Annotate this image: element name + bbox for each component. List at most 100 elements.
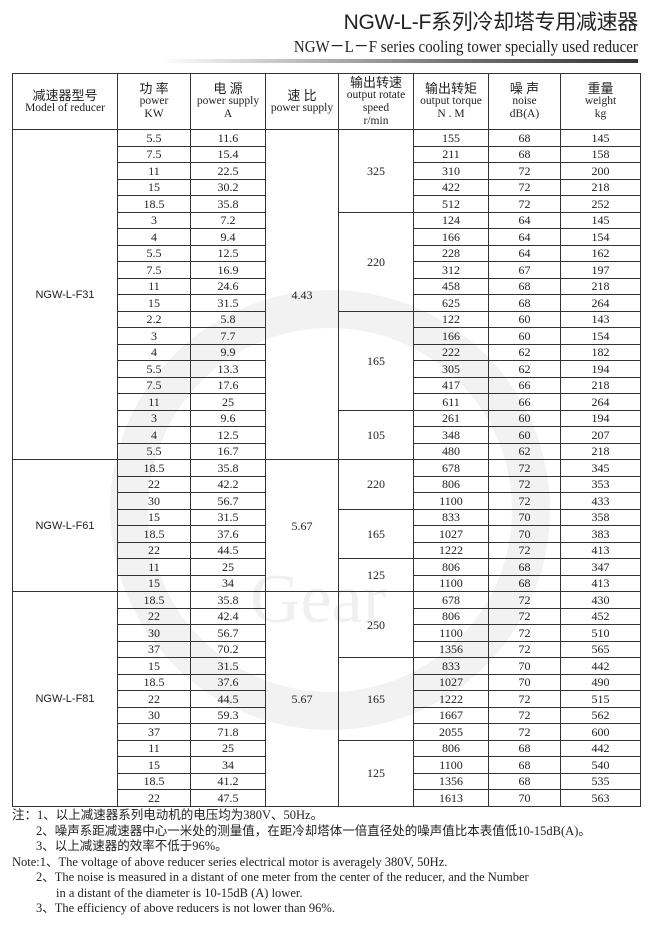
table-row: 15 31.5 165 833 70 442 xyxy=(13,657,641,741)
noise-cell: 72 xyxy=(488,162,561,180)
power-cell: 30 xyxy=(117,624,191,642)
weight-cell: 562 xyxy=(560,706,641,724)
torque-cell: 1356 xyxy=(413,772,489,790)
table-row: 2.2 5.8 165 122 60 143 xyxy=(13,310,641,411)
note-en-2-cont: in a distant of the diameter is 10-15dB … xyxy=(56,885,303,900)
speed-cell: 165 xyxy=(338,508,414,559)
current-cell: 37.6 xyxy=(190,525,266,543)
speed-cell: 220 xyxy=(338,211,414,312)
noise-cell: 70 xyxy=(488,657,561,675)
noise-cell: 72 xyxy=(488,492,561,510)
torque-cell: 512 xyxy=(413,195,489,213)
torque-cell: 1100 xyxy=(413,492,489,510)
power-cell: 22 xyxy=(117,690,191,708)
column-header: 输出转矩 output torque N . M xyxy=(413,73,489,130)
torque-cell: 211 xyxy=(413,145,489,163)
torque-cell: 806 xyxy=(413,475,489,493)
power-cell: 18.5 xyxy=(117,591,191,609)
torque-cell: 122 xyxy=(413,310,489,328)
speed-cell: 165 xyxy=(338,657,414,741)
header-en: noise xyxy=(512,95,537,107)
weight-cell: 353 xyxy=(560,475,641,493)
ratio-cell: 5.67 xyxy=(265,591,339,807)
noise-cell: 70 xyxy=(488,673,561,691)
power-cell: 4 xyxy=(117,228,191,246)
speed-cell: 105 xyxy=(338,409,414,460)
torque-cell: 1222 xyxy=(413,541,489,559)
power-cell: 15 xyxy=(117,756,191,774)
torque-cell: 1100 xyxy=(413,756,489,774)
weight-cell: 197 xyxy=(560,261,641,279)
power-cell: 18.5 xyxy=(117,772,191,790)
weight-cell: 194 xyxy=(560,409,641,427)
current-cell: 5.8 xyxy=(190,310,266,328)
noise-cell: 70 xyxy=(488,525,561,543)
current-cell: 34 xyxy=(190,756,266,774)
table-row: 22 47.5 1613 70 563 xyxy=(13,789,641,807)
noise-cell: 66 xyxy=(488,376,561,394)
column-header: 输出转速 output rotate speed r/min xyxy=(338,73,414,130)
current-cell: 9.9 xyxy=(190,343,266,361)
noise-cell: 68 xyxy=(488,277,561,295)
noise-cell: 64 xyxy=(488,228,561,246)
weight-cell: 182 xyxy=(560,343,641,361)
column-header: 功 率 power KW xyxy=(117,73,191,130)
power-cell: 11 xyxy=(117,277,191,295)
weight-cell: 162 xyxy=(560,244,641,262)
table-row: 5.5 16.7 480 62 218 xyxy=(13,442,641,460)
current-cell: 25 xyxy=(190,558,266,576)
power-cell: 37 xyxy=(117,640,191,658)
header-en: power supply xyxy=(196,95,260,107)
torque-cell: 348 xyxy=(413,426,489,444)
torque-cell: 417 xyxy=(413,376,489,394)
weight-cell: 345 xyxy=(560,459,641,477)
table-row: 11 24.6 458 68 218 xyxy=(13,277,641,295)
torque-cell: 1027 xyxy=(413,673,489,691)
power-cell: 5.5 xyxy=(117,442,191,460)
noise-cell: 68 xyxy=(488,756,561,774)
power-cell: 15 xyxy=(117,574,191,592)
column-header: 电 源 power supply A xyxy=(190,73,266,130)
power-cell: 18.5 xyxy=(117,195,191,213)
weight-cell: 510 xyxy=(560,624,641,642)
power-cell: 22 xyxy=(117,789,191,807)
torque-cell: 806 xyxy=(413,607,489,625)
weight-cell: 540 xyxy=(560,756,641,774)
torque-cell: 806 xyxy=(413,739,489,757)
header-cn: 减速器型号 xyxy=(32,87,98,103)
torque-cell: 611 xyxy=(413,393,489,411)
header-unit: r/min xyxy=(363,114,389,127)
torque-cell: 1613 xyxy=(413,789,489,807)
power-cell: 15 xyxy=(117,657,191,675)
noise-cell: 68 xyxy=(488,294,561,312)
weight-cell: 430 xyxy=(560,591,641,609)
weight-cell: 347 xyxy=(560,558,641,576)
table-row: 22 44.5 1222 72 515 xyxy=(13,690,641,708)
table-row: 5.5 13.3 305 62 194 xyxy=(13,360,641,378)
noise-cell: 72 xyxy=(488,541,561,559)
weight-cell: 158 xyxy=(560,145,641,163)
torque-cell: 222 xyxy=(413,343,489,361)
torque-cell: 1222 xyxy=(413,690,489,708)
noise-cell: 67 xyxy=(488,261,561,279)
note-cn-1: 注：1、以上减速器系列电动机的电压均为380V、50Hz。 xyxy=(12,808,324,822)
table-row: NGW-L-F61 18.5 35.8 5.67 220 678 72 345 xyxy=(12,459,641,592)
noise-cell: 72 xyxy=(488,591,561,609)
current-cell: 16.9 xyxy=(190,261,266,279)
noise-cell: 72 xyxy=(488,706,561,724)
ratio-cell: 4.43 xyxy=(265,129,339,460)
page-title: NGW-L-F系列冷却塔专用减速器 xyxy=(343,11,639,34)
table-row: NGW-L-F31 5.5 11.6 4.43 325 155 68 145 xyxy=(12,129,641,460)
noise-cell: 72 xyxy=(488,624,561,642)
current-cell: 25 xyxy=(190,393,266,411)
power-cell: 18.5 xyxy=(117,525,191,543)
noise-cell: 64 xyxy=(488,211,561,229)
weight-cell: 154 xyxy=(560,327,641,345)
table-row: 18.5 37.6 1027 70 383 xyxy=(13,525,641,543)
weight-cell: 413 xyxy=(560,541,641,559)
current-cell: 31.5 xyxy=(190,508,266,526)
torque-cell: 833 xyxy=(413,508,489,526)
torque-cell: 1667 xyxy=(413,706,489,724)
header-en: power supply xyxy=(270,101,334,114)
weight-cell: 490 xyxy=(560,673,641,691)
